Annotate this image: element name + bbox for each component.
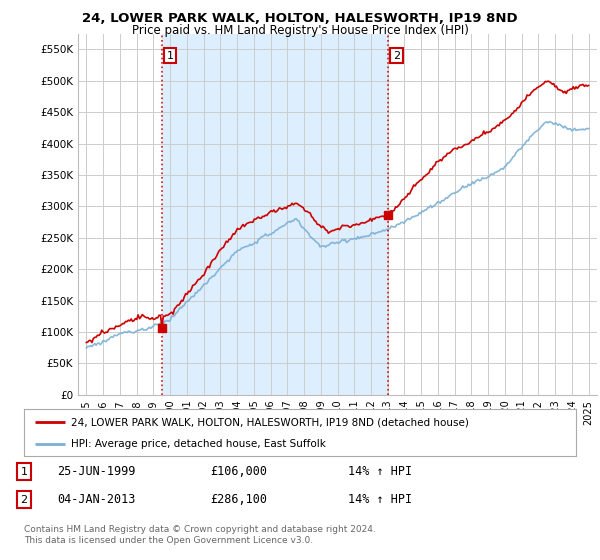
Text: Price paid vs. HM Land Registry's House Price Index (HPI): Price paid vs. HM Land Registry's House … <box>131 24 469 36</box>
Text: 25-JUN-1999: 25-JUN-1999 <box>57 465 136 478</box>
Text: 04-JAN-2013: 04-JAN-2013 <box>57 493 136 506</box>
Text: £286,100: £286,100 <box>210 493 267 506</box>
Text: 24, LOWER PARK WALK, HOLTON, HALESWORTH, IP19 8ND (detached house): 24, LOWER PARK WALK, HOLTON, HALESWORTH,… <box>71 417 469 427</box>
Bar <box>161 34 388 395</box>
Text: Contains HM Land Registry data © Crown copyright and database right 2024.
This d: Contains HM Land Registry data © Crown c… <box>24 525 376 545</box>
Text: 14% ↑ HPI: 14% ↑ HPI <box>348 465 412 478</box>
Text: 1: 1 <box>167 50 173 60</box>
Text: 2: 2 <box>20 494 28 505</box>
Text: £106,000: £106,000 <box>210 465 267 478</box>
Text: 24, LOWER PARK WALK, HOLTON, HALESWORTH, IP19 8ND: 24, LOWER PARK WALK, HOLTON, HALESWORTH,… <box>82 12 518 25</box>
Text: 2: 2 <box>393 50 400 60</box>
Text: 14% ↑ HPI: 14% ↑ HPI <box>348 493 412 506</box>
Text: HPI: Average price, detached house, East Suffolk: HPI: Average price, detached house, East… <box>71 438 326 449</box>
Text: 1: 1 <box>20 466 28 477</box>
